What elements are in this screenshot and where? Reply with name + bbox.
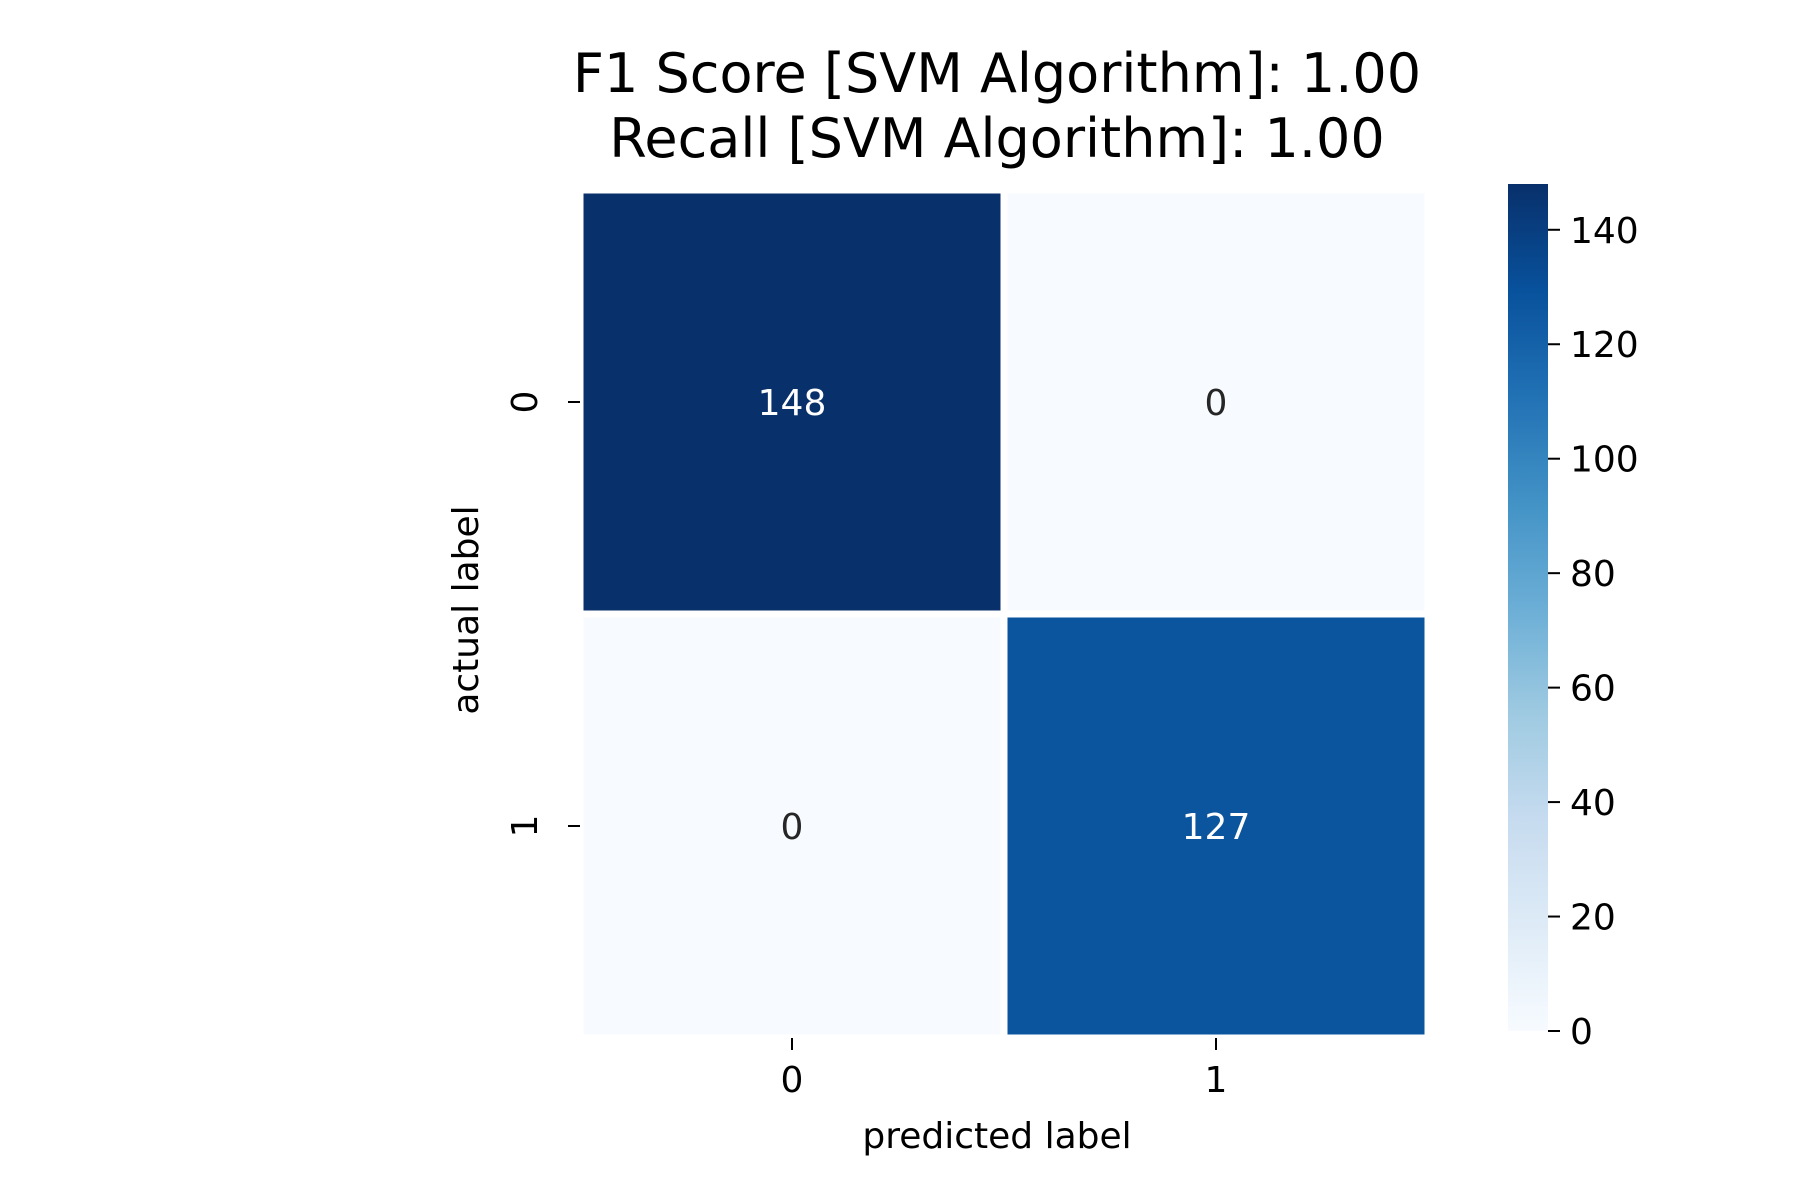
y-axis-ticks: 01	[505, 391, 580, 838]
cell-value-label: 127	[1182, 807, 1251, 848]
y-axis-label: actual label	[446, 505, 487, 714]
heatmap-cell-1-0	[583, 617, 1001, 1035]
colorbar-tick-label: 20	[1570, 898, 1616, 939]
colorbar-tick-label: 40	[1570, 783, 1616, 824]
heatmap-cell-0-0	[583, 193, 1001, 611]
colorbar-tick-label: 140	[1570, 211, 1639, 252]
colorbar-tick-label: 80	[1570, 554, 1616, 595]
y-tick-label: 1	[505, 815, 546, 838]
y-tick-label: 0	[505, 391, 546, 414]
heatmap-cells: 148 0 0 127	[583, 193, 1425, 1035]
heatmap-cell-1-1	[1007, 617, 1425, 1035]
cell-value-label: 0	[781, 807, 804, 848]
x-tick-label: 1	[1205, 1060, 1228, 1101]
chart-title: F1 Score [SVM Algorithm]: 1.00	[573, 42, 1421, 105]
x-axis-label: predicted label	[862, 1116, 1131, 1157]
colorbar-tick-label: 0	[1570, 1012, 1593, 1053]
colorbar-tick-label: 120	[1570, 325, 1639, 366]
x-tick-label: 0	[781, 1060, 804, 1101]
colorbar-tick-label: 60	[1570, 669, 1616, 710]
cell-value-label: 148	[758, 383, 827, 424]
colorbar	[1508, 184, 1548, 1031]
chart-subtitle: Recall [SVM Algorithm]: 1.00	[609, 107, 1384, 170]
colorbar-tick-label: 100	[1570, 440, 1639, 481]
colorbar-ticks: 0 20 40 60 80 100 120 140	[1548, 211, 1639, 1053]
cell-value-label: 0	[1205, 383, 1228, 424]
heatmap-cell-0-1	[1007, 193, 1425, 611]
